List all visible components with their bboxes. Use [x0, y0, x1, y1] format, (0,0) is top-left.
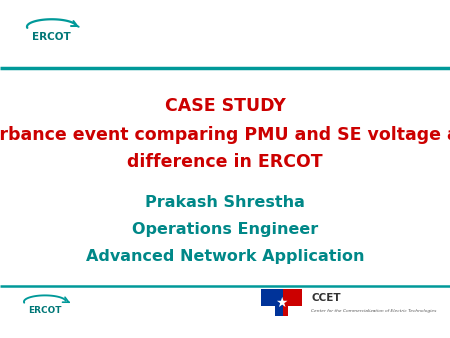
- Polygon shape: [283, 289, 302, 316]
- Text: ERCOT: ERCOT: [32, 32, 71, 42]
- Text: CASE STUDY: CASE STUDY: [165, 97, 285, 116]
- Text: ★: ★: [275, 295, 288, 310]
- Text: Advanced Network Application: Advanced Network Application: [86, 249, 364, 264]
- Text: Prakash Shrestha: Prakash Shrestha: [145, 195, 305, 210]
- Text: Disturbance event comparing PMU and SE voltage angle: Disturbance event comparing PMU and SE v…: [0, 126, 450, 144]
- Text: ERCOT: ERCOT: [28, 306, 62, 315]
- Text: difference in ERCOT: difference in ERCOT: [127, 153, 323, 171]
- Text: Operations Engineer: Operations Engineer: [132, 222, 318, 237]
- Text: CCET: CCET: [311, 293, 341, 304]
- Polygon shape: [261, 289, 283, 316]
- Text: Center for the Commercialization of Electric Technologies: Center for the Commercialization of Elec…: [311, 309, 437, 313]
